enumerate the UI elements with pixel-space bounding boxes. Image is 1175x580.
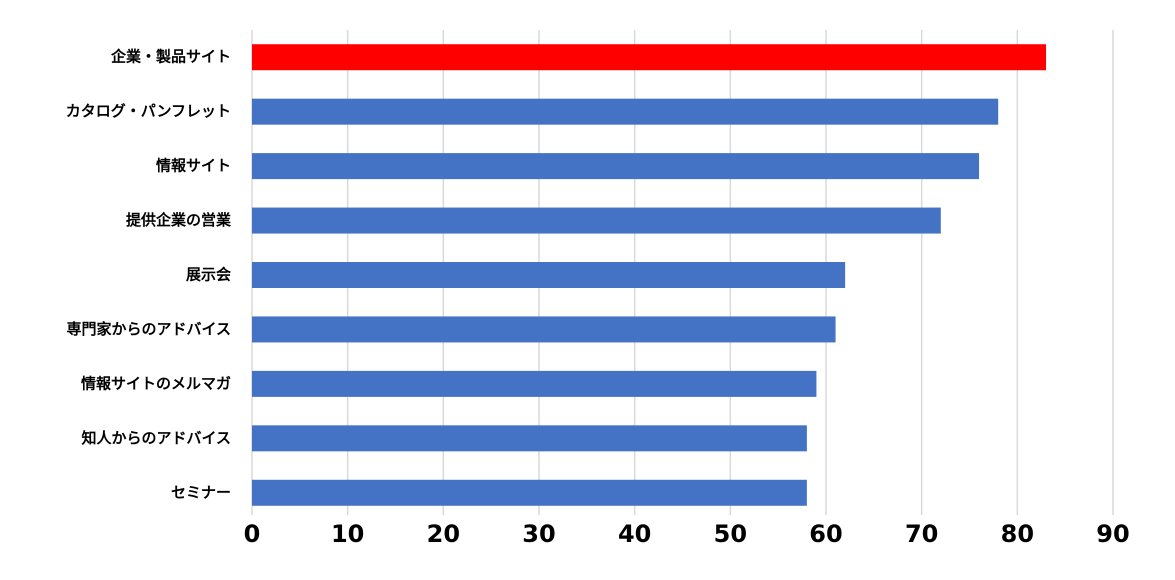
x-tick-label: 90 — [1096, 520, 1129, 548]
bar — [252, 370, 817, 397]
x-tick-label: 30 — [522, 520, 555, 548]
y-tick-label: カタログ・パンフレット — [66, 102, 231, 120]
x-tick-label: 60 — [809, 520, 842, 548]
y-tick-label: 専門家からのアドバイス — [66, 320, 231, 338]
y-tick-label: 企業・製品サイト — [110, 48, 231, 66]
bar — [252, 479, 807, 506]
x-tick-label: 80 — [1001, 520, 1034, 548]
x-tick-label: 40 — [618, 520, 651, 548]
bar — [252, 153, 980, 180]
bar — [252, 262, 846, 288]
y-tick-label: 情報サイト — [156, 157, 231, 175]
x-tick-label: 20 — [427, 520, 460, 548]
y-tick-label: 情報サイトのメルマガ — [81, 374, 231, 392]
x-tick-label: 0 — [244, 520, 261, 548]
y-tick-label: 展示会 — [186, 266, 231, 284]
x-tick-label: 50 — [714, 520, 747, 548]
y-tick-label: 提供企業の営業 — [126, 211, 232, 229]
bar — [252, 207, 941, 234]
y-tick-label: 知人からのアドバイス — [81, 429, 231, 447]
y-tick-label: セミナー — [171, 483, 231, 501]
x-tick-label: 10 — [331, 520, 364, 548]
bar — [252, 98, 999, 125]
bar — [252, 44, 1047, 71]
bar — [252, 316, 836, 343]
x-tick-label: 70 — [905, 520, 938, 548]
bar — [252, 425, 807, 452]
